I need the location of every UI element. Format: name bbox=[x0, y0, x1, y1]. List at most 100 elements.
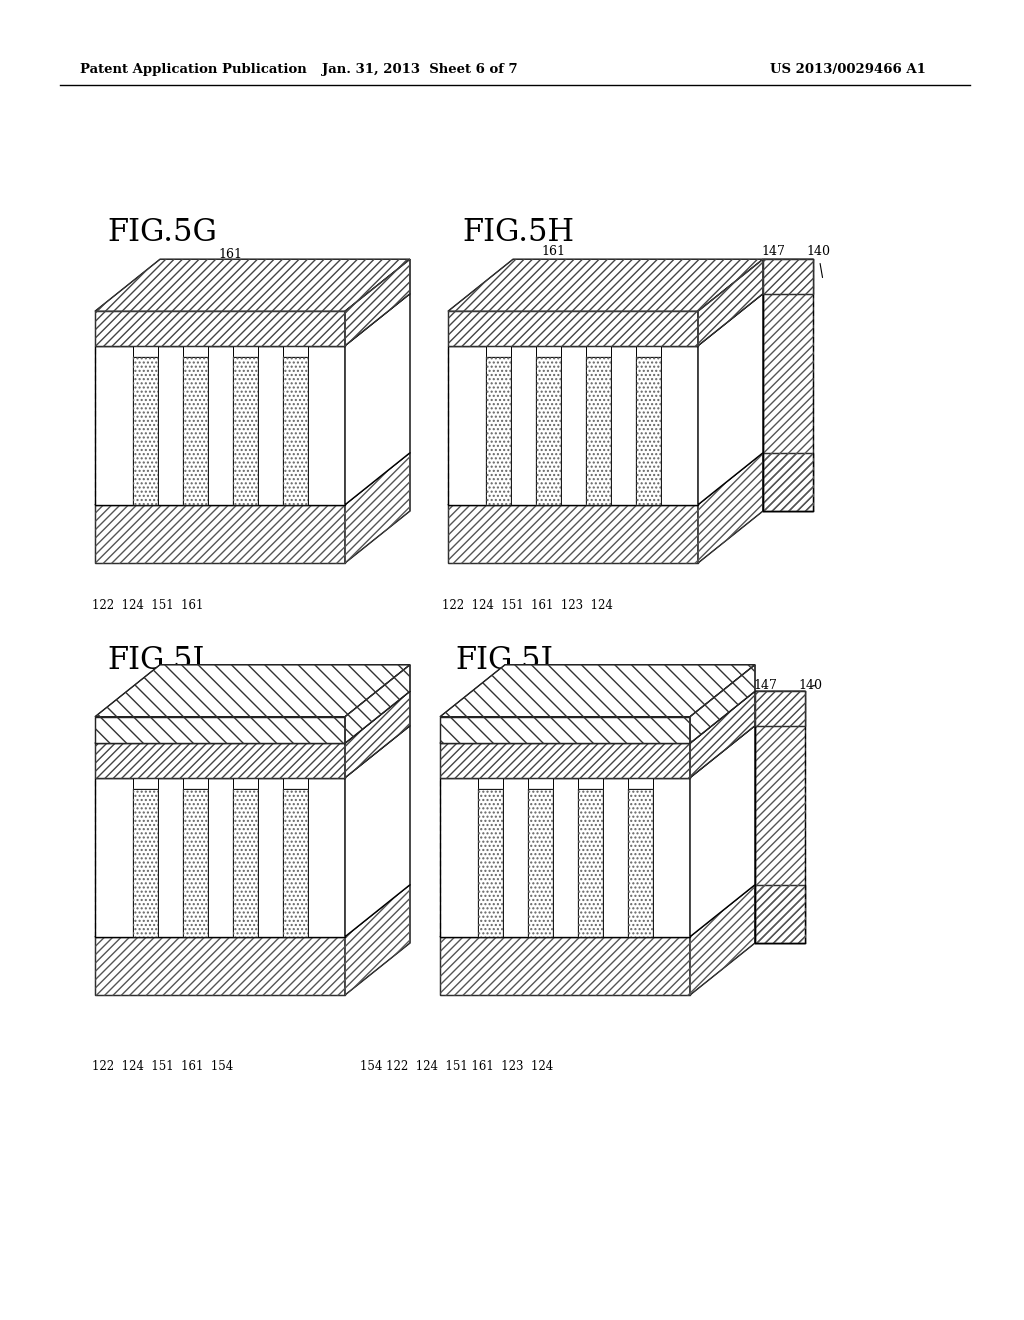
Polygon shape bbox=[95, 777, 345, 937]
Polygon shape bbox=[477, 726, 567, 777]
Polygon shape bbox=[440, 937, 690, 995]
Polygon shape bbox=[440, 717, 690, 743]
Polygon shape bbox=[477, 777, 503, 789]
Text: 122  124  151  161  154: 122 124 151 161 154 bbox=[92, 1060, 233, 1073]
Text: 140: 140 bbox=[806, 246, 830, 277]
Text: FIG.5G: FIG.5G bbox=[106, 216, 217, 248]
Polygon shape bbox=[485, 346, 511, 356]
Polygon shape bbox=[345, 665, 410, 743]
Polygon shape bbox=[440, 884, 755, 937]
Polygon shape bbox=[345, 726, 410, 937]
Polygon shape bbox=[182, 294, 272, 346]
Polygon shape bbox=[628, 789, 652, 937]
Polygon shape bbox=[449, 504, 698, 564]
Polygon shape bbox=[95, 504, 345, 564]
Polygon shape bbox=[95, 717, 345, 743]
Polygon shape bbox=[182, 726, 272, 777]
Polygon shape bbox=[636, 294, 725, 346]
Polygon shape bbox=[232, 789, 257, 937]
Polygon shape bbox=[485, 356, 511, 504]
Polygon shape bbox=[628, 777, 652, 789]
Text: 122  124  151  161  123  124: 122 124 151 161 123 124 bbox=[442, 599, 613, 612]
Polygon shape bbox=[232, 726, 323, 777]
Polygon shape bbox=[345, 453, 410, 564]
Polygon shape bbox=[283, 346, 307, 356]
Polygon shape bbox=[182, 346, 208, 356]
Polygon shape bbox=[763, 259, 813, 511]
Text: FIG.5J: FIG.5J bbox=[455, 645, 553, 676]
Text: 154: 154 bbox=[178, 678, 202, 692]
Polygon shape bbox=[283, 356, 307, 504]
Polygon shape bbox=[440, 665, 755, 717]
Polygon shape bbox=[536, 294, 626, 346]
Text: 122  124  151  161: 122 124 151 161 bbox=[92, 599, 204, 612]
Polygon shape bbox=[232, 294, 323, 346]
Polygon shape bbox=[578, 777, 602, 789]
Polygon shape bbox=[636, 356, 660, 504]
Polygon shape bbox=[755, 692, 805, 726]
Text: FIG.5I: FIG.5I bbox=[106, 645, 205, 676]
Polygon shape bbox=[440, 692, 755, 743]
Text: 147: 147 bbox=[761, 246, 785, 281]
Polygon shape bbox=[698, 294, 763, 504]
Polygon shape bbox=[345, 259, 410, 346]
Polygon shape bbox=[527, 789, 553, 937]
Polygon shape bbox=[477, 789, 503, 937]
Text: 161: 161 bbox=[218, 248, 242, 277]
Polygon shape bbox=[586, 356, 610, 504]
Text: Patent Application Publication: Patent Application Publication bbox=[80, 63, 307, 77]
Polygon shape bbox=[755, 692, 805, 942]
Polygon shape bbox=[132, 726, 222, 777]
Polygon shape bbox=[628, 726, 718, 777]
Polygon shape bbox=[449, 453, 763, 504]
Polygon shape bbox=[690, 884, 755, 995]
Polygon shape bbox=[283, 726, 373, 777]
Text: 154: 154 bbox=[523, 678, 547, 692]
Polygon shape bbox=[536, 356, 560, 504]
Polygon shape bbox=[283, 777, 307, 789]
Polygon shape bbox=[132, 789, 158, 937]
Text: Jan. 31, 2013  Sheet 6 of 7: Jan. 31, 2013 Sheet 6 of 7 bbox=[323, 63, 518, 77]
Text: 161: 161 bbox=[541, 246, 565, 281]
Polygon shape bbox=[440, 743, 690, 777]
Polygon shape bbox=[449, 259, 763, 312]
Polygon shape bbox=[95, 743, 345, 777]
Polygon shape bbox=[182, 356, 208, 504]
Polygon shape bbox=[95, 259, 410, 312]
Polygon shape bbox=[449, 312, 698, 346]
Polygon shape bbox=[763, 259, 813, 294]
Polygon shape bbox=[690, 665, 755, 743]
Polygon shape bbox=[527, 726, 617, 777]
Text: 154 122  124  151 161  123  124: 154 122 124 151 161 123 124 bbox=[360, 1060, 553, 1073]
Polygon shape bbox=[283, 294, 373, 346]
Text: 140: 140 bbox=[798, 678, 822, 692]
Polygon shape bbox=[132, 346, 158, 356]
Polygon shape bbox=[95, 937, 345, 995]
Polygon shape bbox=[698, 453, 763, 564]
Polygon shape bbox=[345, 884, 410, 995]
Text: FIG.5H: FIG.5H bbox=[462, 216, 574, 248]
Text: 161: 161 bbox=[223, 678, 247, 692]
Polygon shape bbox=[345, 692, 410, 777]
Polygon shape bbox=[536, 346, 560, 356]
Polygon shape bbox=[132, 777, 158, 789]
Polygon shape bbox=[485, 294, 575, 346]
Polygon shape bbox=[95, 692, 410, 743]
Polygon shape bbox=[763, 453, 813, 511]
Polygon shape bbox=[132, 294, 222, 346]
Text: US 2013/0029466 A1: US 2013/0029466 A1 bbox=[770, 63, 926, 77]
Polygon shape bbox=[132, 356, 158, 504]
Polygon shape bbox=[345, 294, 410, 504]
Polygon shape bbox=[95, 884, 410, 937]
Polygon shape bbox=[755, 884, 805, 942]
Polygon shape bbox=[690, 726, 755, 937]
Polygon shape bbox=[95, 346, 345, 504]
Polygon shape bbox=[440, 777, 690, 937]
Polygon shape bbox=[232, 777, 257, 789]
Text: 161: 161 bbox=[568, 678, 592, 692]
Polygon shape bbox=[578, 789, 602, 937]
Polygon shape bbox=[95, 665, 410, 717]
Polygon shape bbox=[449, 346, 698, 504]
Polygon shape bbox=[586, 346, 610, 356]
Text: 147: 147 bbox=[753, 678, 777, 692]
